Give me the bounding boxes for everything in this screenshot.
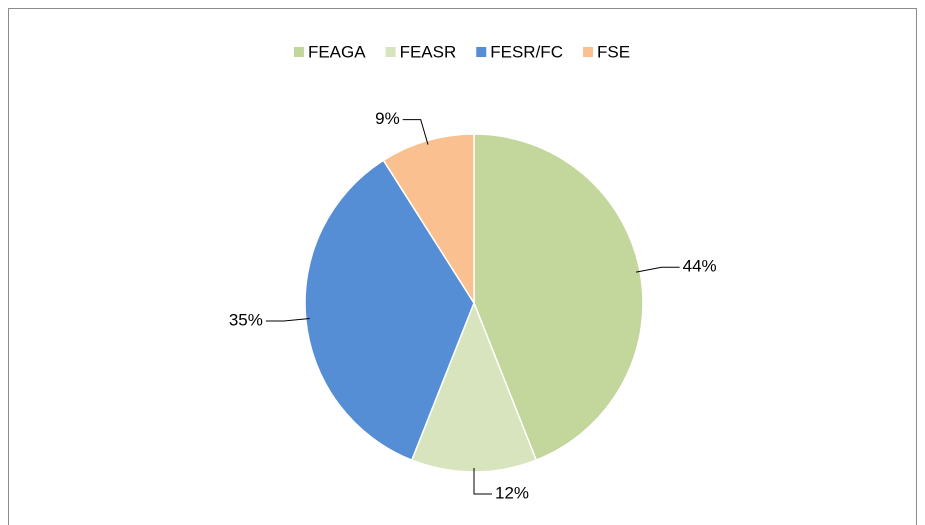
- data-label: 35%: [229, 310, 263, 329]
- legend-swatch: [385, 47, 396, 57]
- leader-line: [635, 266, 680, 273]
- legend-label: FESR/FC: [490, 42, 563, 61]
- legend-label: FSE: [597, 42, 630, 61]
- legend-label: FEASR: [400, 42, 457, 61]
- leader-line: [402, 119, 429, 145]
- legend-label: FEAGA: [308, 42, 366, 61]
- data-label: 44%: [683, 257, 717, 276]
- legend-swatch: [476, 47, 487, 57]
- data-label: 12%: [495, 483, 529, 502]
- legend-swatch: [582, 47, 593, 57]
- leader-line: [265, 318, 310, 322]
- legend-swatch: [293, 47, 304, 57]
- leader-line: [473, 468, 492, 495]
- data-label: 9%: [375, 109, 400, 128]
